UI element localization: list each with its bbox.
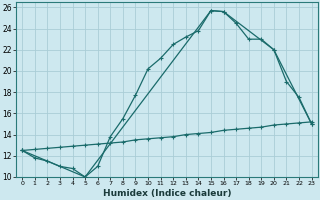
X-axis label: Humidex (Indice chaleur): Humidex (Indice chaleur) bbox=[103, 189, 231, 198]
